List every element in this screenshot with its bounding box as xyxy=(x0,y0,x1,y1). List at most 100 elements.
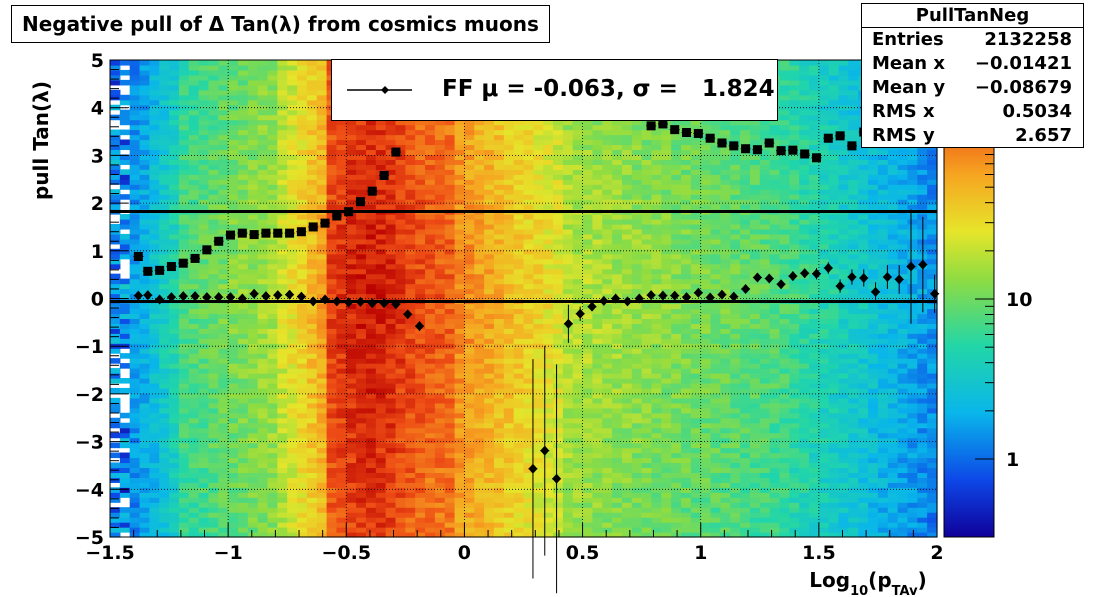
diamond-point xyxy=(528,359,538,579)
square-point xyxy=(320,218,331,228)
diamond-point xyxy=(764,273,774,284)
diamond-point xyxy=(540,345,550,556)
square-point xyxy=(154,265,165,275)
diamond-point xyxy=(741,283,751,294)
square-point xyxy=(331,211,342,221)
diamond-point xyxy=(800,268,810,279)
square-point xyxy=(166,262,177,272)
diamond-point xyxy=(190,291,200,302)
diamond-point xyxy=(871,282,881,302)
diamond-point xyxy=(332,296,342,307)
diamond-point xyxy=(599,295,609,306)
diamond-point xyxy=(811,267,821,280)
y-tick-label: 4 xyxy=(91,98,104,120)
stats-value: −0.08679 xyxy=(974,77,1072,98)
square-point xyxy=(272,228,283,238)
stats-box: PullTanNeg Entries 2132258 Mean x −0.01421… xyxy=(861,3,1084,148)
diamond-point xyxy=(587,301,597,312)
plot-title: Negative pull of Δ Tan(λ) from cosmics m… xyxy=(11,5,550,43)
square-point xyxy=(846,141,857,151)
square-point xyxy=(669,125,680,135)
square-point xyxy=(213,236,224,246)
diamond-point xyxy=(729,291,739,302)
diamond-point xyxy=(894,265,904,294)
diamond-point xyxy=(273,290,283,301)
diamond-point xyxy=(155,294,165,305)
diamond-point xyxy=(717,289,727,300)
square-point xyxy=(343,207,354,217)
square-point xyxy=(260,228,271,238)
square-point xyxy=(787,145,798,155)
square-point xyxy=(249,230,260,240)
diamond-point xyxy=(622,296,632,307)
square-point xyxy=(811,153,822,163)
square-point xyxy=(740,144,751,154)
diamond-point xyxy=(575,306,585,321)
stats-row-rms-y: RMS y 2.657 xyxy=(862,124,1083,148)
square-point xyxy=(776,146,787,156)
x-tick-label: 0 xyxy=(458,542,471,564)
diamond-point xyxy=(835,279,845,293)
stats-key: RMS y xyxy=(872,125,935,146)
diamond-point xyxy=(261,291,271,302)
square-point xyxy=(201,245,212,255)
heatmap-cells xyxy=(110,60,938,538)
diamond-point xyxy=(143,290,153,301)
square-point xyxy=(390,147,401,157)
diamond-point xyxy=(214,292,224,303)
diamond-point xyxy=(355,296,365,307)
legend-marker-icon xyxy=(347,86,412,94)
stats-value: 2132258 xyxy=(984,29,1072,50)
diamond-point xyxy=(178,291,188,302)
square-point xyxy=(705,133,716,143)
stats-row-mean-y: Mean y −0.08679 xyxy=(862,76,1083,100)
diamond-point xyxy=(202,292,212,303)
square-point xyxy=(681,128,692,138)
diamond-point xyxy=(847,269,857,285)
x-tick-label: 1.5 xyxy=(802,542,836,564)
stats-row-mean-x: Mean x −0.01421 xyxy=(862,52,1083,76)
square-point xyxy=(752,145,763,155)
diamond-point xyxy=(693,287,703,298)
x-tick-label: 1 xyxy=(694,542,707,564)
x-tick-label: 2 xyxy=(930,542,943,564)
stats-key: Mean x xyxy=(872,53,945,74)
diamond-point xyxy=(320,294,330,305)
square-point xyxy=(133,252,144,262)
square-point xyxy=(355,197,366,207)
stats-value: 0.5034 xyxy=(1002,101,1072,122)
diamond-point xyxy=(166,292,176,303)
diamond-point xyxy=(226,292,236,303)
diamond-point xyxy=(670,290,680,301)
diamond-point xyxy=(563,304,573,343)
diamond-point xyxy=(308,296,318,307)
diamond-point xyxy=(646,290,656,301)
square-point xyxy=(190,253,201,263)
square-point xyxy=(728,141,739,151)
plot-title-text: Negative pull of Δ Tan(λ) from cosmics m… xyxy=(22,12,539,36)
x-tick-label: −0.5 xyxy=(321,542,371,564)
y-tick-label: −4 xyxy=(75,479,104,501)
legend: FF μ = -0.063, σ = 1.824 xyxy=(331,59,778,121)
square-point xyxy=(296,227,307,237)
stats-title: PullTanNeg xyxy=(862,4,1083,28)
reference-lines xyxy=(110,209,937,304)
y-tick-label: −1 xyxy=(75,336,104,358)
stats-row-entries: Entries 2132258 xyxy=(862,28,1083,52)
diamond-point xyxy=(859,269,869,287)
stats-key: RMS x xyxy=(872,101,935,122)
y-tick-label: 1 xyxy=(91,241,104,263)
z-tick-label: 10 xyxy=(1006,289,1032,311)
diamond-point xyxy=(776,279,786,290)
x-tick-label: −1.5 xyxy=(85,542,135,564)
diamond-point xyxy=(918,216,928,313)
diamond-point xyxy=(752,272,762,283)
diamond-point xyxy=(379,298,389,309)
diamond-point xyxy=(634,293,644,304)
diamond-point xyxy=(882,265,892,289)
square-point xyxy=(225,230,236,240)
y-tick-label: 3 xyxy=(91,145,104,167)
square-point xyxy=(835,131,846,141)
square-point xyxy=(367,186,378,196)
